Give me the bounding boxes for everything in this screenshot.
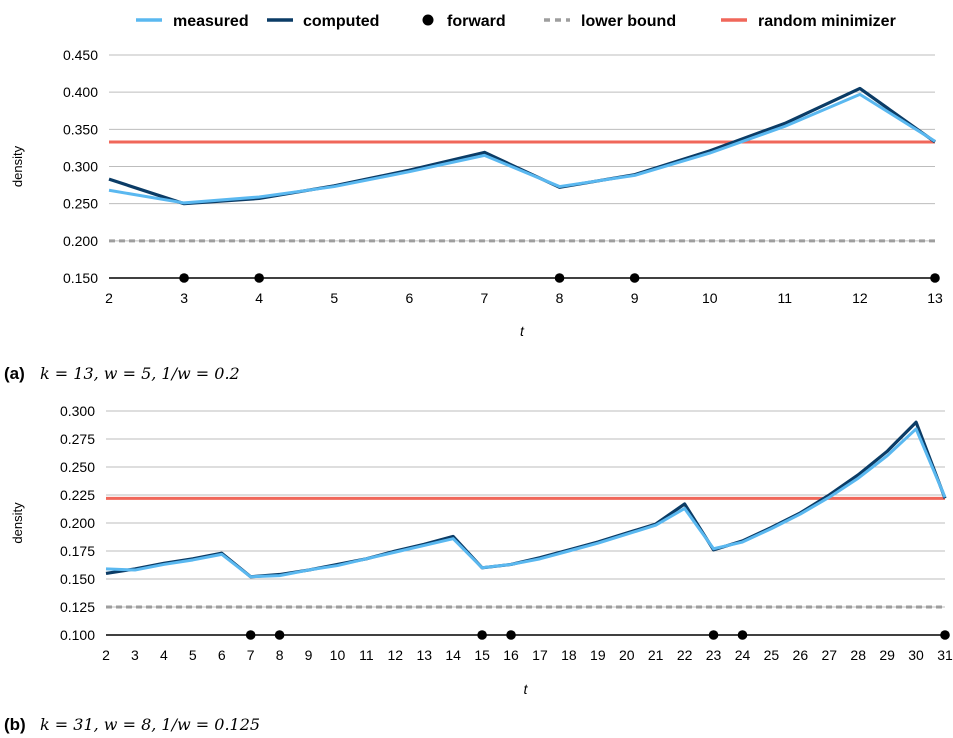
x-tick-label: 25 [764, 647, 780, 663]
y-tick-label: 0.175 [60, 543, 95, 559]
computed-series-line [108, 86, 936, 206]
y-tick-label: 0.400 [63, 84, 98, 100]
panel-a: 0.150 0.200 0.250 0.300 0.350 0.400 0.450 2 3 4 5 6… [4, 47, 943, 383]
panel-b: 0.100 0.125 0.150 0.175 0.200 0.225 0.250 0.275… [4, 403, 953, 734]
legend: measured computed forward lower bound random… [136, 13, 896, 30]
forward-marker [930, 273, 940, 283]
x-tick-label: 5 [330, 290, 338, 306]
x-tick-label: 11 [778, 290, 793, 306]
forward-marker [506, 630, 516, 640]
x-tick-label: 12 [852, 290, 868, 306]
x-tick-label: 30 [908, 647, 924, 663]
y-tick-label: 0.150 [60, 571, 95, 587]
x-tick-label: 9 [631, 290, 639, 306]
x-tick-label: 28 [850, 647, 866, 663]
y-tick-label: 0.300 [60, 403, 95, 419]
x-tick-label: 10 [330, 647, 346, 663]
x-tick-label: 24 [735, 647, 751, 663]
x-tick-label: 8 [556, 290, 564, 306]
caption-tag: (b) [4, 715, 26, 734]
caption-tag: (a) [4, 364, 25, 383]
y-tick-label: 0.450 [63, 47, 98, 63]
forward-marker [254, 273, 264, 283]
forward-marker [940, 630, 950, 640]
x-axis-label: t [524, 681, 529, 697]
x-tick-label: 5 [189, 647, 197, 663]
forward-marker [179, 273, 189, 283]
y-tick-label: 0.200 [60, 515, 95, 531]
x-tick-label: 13 [927, 290, 943, 306]
y-tick-label: 0.200 [63, 233, 98, 249]
forward-marker [737, 630, 748, 640]
y-tick-label: 0.350 [63, 121, 98, 137]
y-tick-label: 0.250 [60, 459, 95, 475]
x-tick-label: 27 [821, 647, 837, 663]
forward-marker [708, 630, 719, 640]
x-tick-label: 2 [105, 290, 113, 306]
x-tick-label: 4 [255, 290, 263, 306]
y-tick-label: 0.275 [60, 431, 95, 447]
legend-label-computed: computed [303, 13, 379, 30]
y-tick-label: 0.225 [60, 487, 95, 503]
x-tick-label: 14 [445, 647, 461, 663]
x-axis-label: t [520, 323, 525, 339]
x-tick-label: 18 [561, 647, 577, 663]
legend-swatch-forward [422, 14, 434, 26]
caption-text: k = 13, w = 5, 1/w = 0.2 [40, 364, 240, 383]
x-tick-label: 26 [793, 647, 809, 663]
x-tick-label: 16 [503, 647, 519, 663]
legend-label-lower-bound: lower bound [581, 13, 676, 30]
y-tick-label: 0.100 [60, 627, 95, 643]
x-tick-label: 15 [474, 647, 490, 663]
x-tick-label: 21 [648, 647, 664, 663]
x-tick-label: 3 [131, 647, 139, 663]
legend-label-measured: measured [173, 13, 249, 30]
x-tick-label: 29 [879, 647, 895, 663]
x-tick-label: 6 [218, 647, 226, 663]
x-tick-label: 11 [359, 647, 374, 663]
x-tick-label: 17 [532, 647, 548, 663]
y-axis-label: density [10, 502, 25, 544]
x-tick-label: 10 [702, 290, 718, 306]
forward-marker [629, 273, 640, 283]
x-tick-label: 4 [160, 647, 168, 663]
x-tick-label: 2 [102, 647, 110, 663]
x-tick-label: 19 [590, 647, 606, 663]
forward-marker [245, 630, 256, 640]
forward-marker [554, 273, 565, 283]
x-tick-label: 7 [481, 290, 489, 306]
forward-marker [274, 630, 285, 640]
y-axis-label: density [10, 145, 25, 187]
x-tick-label: 31 [937, 647, 953, 663]
y-tick-label: 0.125 [60, 599, 95, 615]
x-tick-label: 9 [305, 647, 313, 663]
x-tick-label: 20 [619, 647, 635, 663]
x-tick-label: 8 [276, 647, 284, 663]
legend-label-forward: forward [447, 13, 506, 30]
x-tick-label: 22 [677, 647, 693, 663]
x-tick-label: 23 [706, 647, 722, 663]
x-tick-label: 6 [405, 290, 413, 306]
y-tick-label: 0.300 [63, 159, 98, 175]
x-tick-label: 3 [180, 290, 188, 306]
caption-text: k = 31, w = 8, 1/w = 0.125 [40, 715, 260, 734]
x-tick-label: 12 [388, 647, 404, 663]
measured-series-line [105, 427, 947, 579]
x-tick-label: 7 [247, 647, 255, 663]
legend-label-random-minimizer: random minimizer [758, 13, 896, 30]
y-tick-label: 0.250 [63, 196, 98, 212]
y-tick-label: 0.150 [63, 270, 98, 286]
x-tick-label: 13 [416, 647, 432, 663]
forward-marker [477, 630, 487, 640]
measured-series-line [108, 92, 936, 205]
